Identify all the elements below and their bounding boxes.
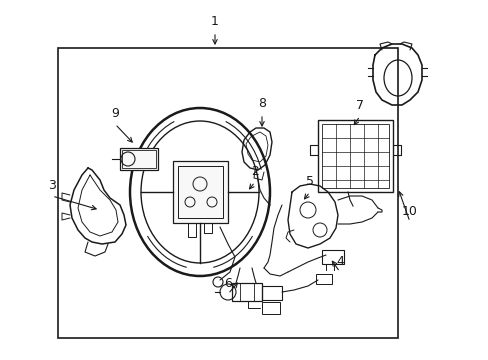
Bar [240,283,253,301]
Text: 6: 6 [224,277,231,290]
Text: 2: 2 [250,165,259,178]
Bar [321,250,343,264]
Bar [262,302,280,314]
Bar [321,124,388,188]
Text: 5: 5 [305,175,313,188]
Text: 8: 8 [258,97,265,110]
Bar [58,48,397,338]
Text: 9: 9 [111,107,119,120]
Text: 4: 4 [335,255,343,268]
Bar [120,148,158,170]
Text: 7: 7 [355,99,363,112]
Bar [177,166,222,218]
Bar [262,286,282,300]
Bar [315,274,331,284]
Text: 1: 1 [211,15,219,28]
Text: 3: 3 [48,179,56,192]
Text: 10: 10 [401,205,417,218]
Bar [231,283,262,301]
Bar [122,150,156,168]
Bar [172,161,227,223]
Bar [317,120,392,192]
